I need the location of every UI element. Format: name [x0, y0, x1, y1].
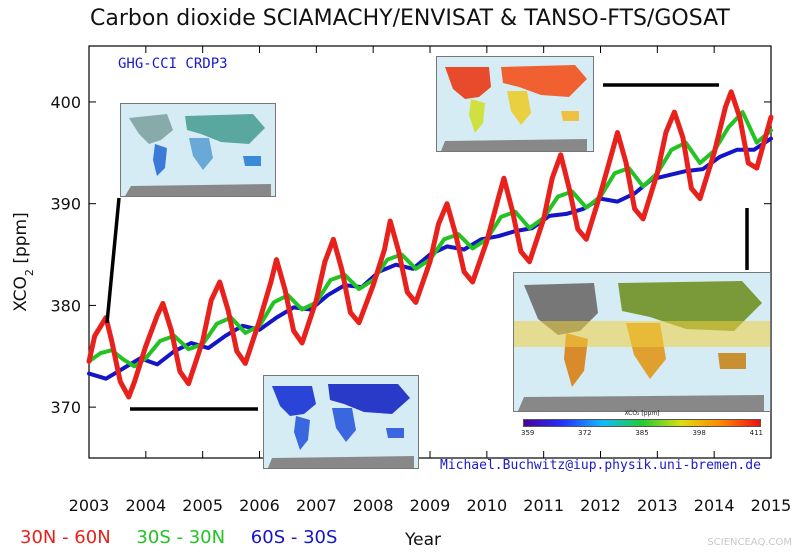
- series-lines: [86, 89, 774, 400]
- x-tick-label: 2014: [694, 496, 735, 515]
- legend-item-30n-60n: 30N - 60N: [20, 527, 111, 548]
- x-tick-label: 2003: [69, 496, 110, 515]
- x-tick-label: 2008: [353, 496, 394, 515]
- colorbar-tick-label: 385: [635, 429, 649, 437]
- legend-item-60s-30s: 60S - 30S: [250, 527, 338, 548]
- colorbar-gradient: [523, 419, 761, 427]
- x-tick-label: 2015: [751, 496, 792, 515]
- world-map-icon: [268, 384, 414, 468]
- map-inset-2014: [513, 272, 771, 412]
- y-tick-label: 380: [50, 296, 81, 315]
- y-tick-label: 400: [50, 93, 81, 112]
- x-tick-label: 2013: [637, 496, 678, 515]
- watermark: SCIENCEAQ.COM: [707, 537, 792, 548]
- series-line-30n-60n: [86, 89, 774, 400]
- axis-ticks: 2003 2004 2005 2006 2007 2008 2009 2010 2011 2012…: [50, 46, 791, 515]
- map-inset-2006: [263, 375, 419, 469]
- colorbar-label: XCO₂ [ppm]: [624, 410, 660, 417]
- y-tick-label: 390: [50, 195, 81, 214]
- x-tick-label: 2004: [125, 496, 166, 515]
- colorbar: XCO₂ [ppm] 359 372 385 398 411: [515, 410, 769, 448]
- colorbar-ticks: 359 372 385 398 411: [521, 429, 763, 437]
- y-tick-label: 370: [50, 398, 81, 417]
- legend-item-30s-30n: 30S - 30N: [136, 527, 226, 548]
- x-tick-label: 2007: [296, 496, 337, 515]
- dataset-tag: GHG-CCI CRDP3: [118, 56, 228, 72]
- x-axis-title: Year: [405, 530, 441, 550]
- world-map-icon: [441, 65, 587, 151]
- x-tick-label: 2010: [466, 496, 507, 515]
- world-map-icon: [125, 114, 271, 196]
- colorbar-tick-label: 411: [749, 429, 763, 437]
- chart-title: Carbon dioxide SCIAMACHY/ENVISAT & TANSO…: [90, 6, 730, 31]
- contact-email: Michael.Buchwitz@iup.physik.uni-bremen.d…: [440, 458, 761, 473]
- x-tick-label: 2011: [523, 496, 564, 515]
- x-tick-label: 2012: [580, 496, 621, 515]
- map-connector-lines: [105, 83, 749, 411]
- legend: 30N - 60N 30S - 30N 60S - 30S: [20, 527, 357, 548]
- x-tick-label: 2006: [239, 496, 280, 515]
- world-map-icon: [514, 281, 770, 411]
- colorbar-tick-label: 398: [692, 429, 706, 437]
- y-axis-title: XCO2 [ppm]: [11, 212, 36, 311]
- svg-text:XCO2 [ppm]: XCO2 [ppm]: [11, 212, 36, 311]
- x-tick-label: 2005: [182, 496, 223, 515]
- map-inset-2003: [120, 103, 276, 197]
- x-tick-label: 2009: [410, 496, 451, 515]
- colorbar-tick-label: 359: [521, 429, 535, 437]
- colorbar-tick-label: 372: [578, 429, 592, 437]
- map-inset-2013: [436, 56, 594, 152]
